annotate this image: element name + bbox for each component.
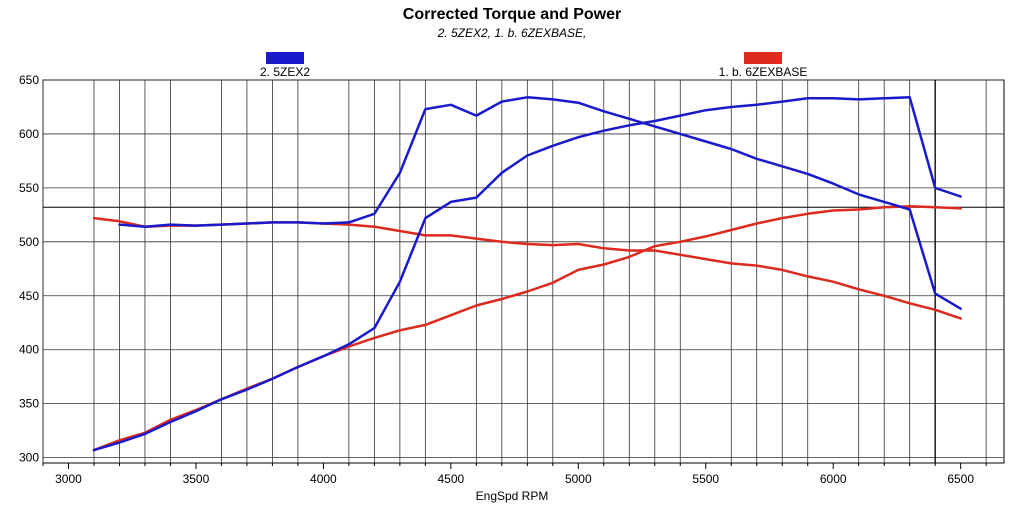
y-tick-label: 300	[19, 451, 39, 465]
x-axis-label: EngSpd RPM	[476, 489, 549, 503]
series-line-2-5zex2-power[interactable]	[92, 96, 962, 452]
y-tick-label: 400	[19, 343, 39, 357]
x-tick-label: 3000	[55, 472, 82, 486]
x-tick-label: 6500	[947, 472, 974, 486]
legend-label-5zex2: 2. 5ZEX2	[260, 65, 310, 79]
y-tick-label: 550	[19, 181, 39, 195]
x-tick-label: 4500	[437, 472, 464, 486]
chart-title: Corrected Torque and Power	[402, 6, 622, 23]
x-tick-label: 5000	[565, 472, 592, 486]
y-tick-label: 350	[19, 397, 39, 411]
legend-swatch-6zexbase	[744, 52, 782, 64]
x-tick-label: 3500	[183, 472, 210, 486]
legend-swatch-5zex2	[266, 52, 304, 64]
chart-subtitle: 2. 5ZEX2, 1. b. 6ZEXBASE,	[437, 26, 587, 40]
legend-item-6zexbase[interactable]: 1. b. 6ZEXBASE	[719, 52, 808, 79]
x-tick-label: 5500	[692, 472, 719, 486]
y-tick-label: 600	[19, 127, 39, 141]
legend: 2. 5ZEX2 1. b. 6ZEXBASE	[260, 52, 807, 79]
y-tick-label: 450	[19, 289, 39, 303]
y-tick-label: 650	[19, 73, 39, 87]
plot-border	[42, 79, 1005, 464]
series-line-2-5zex2-torque[interactable]	[118, 96, 962, 310]
x-tick-label: 4000	[310, 472, 337, 486]
y-tick-label: 500	[19, 235, 39, 249]
legend-label-6zexbase: 1. b. 6ZEXBASE	[719, 65, 808, 79]
x-tick-label: 6000	[820, 472, 847, 486]
legend-item-5zex2[interactable]: 2. 5ZEX2	[260, 52, 310, 79]
plot-area: 3000 3500 4000 4500 5000 5500 6000 6500 300 350 40…	[19, 73, 1005, 486]
